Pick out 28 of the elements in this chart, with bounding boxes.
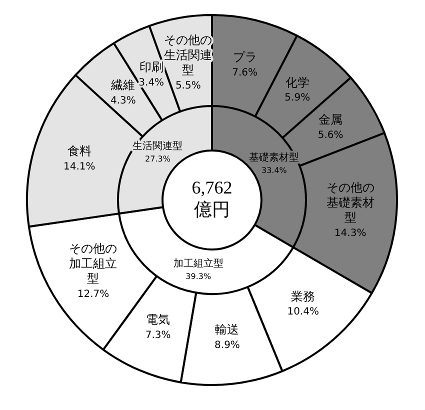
data-label: 39.3% (186, 272, 212, 281)
slice-label: 食料 (67, 144, 92, 158)
data-label: 7.6% (232, 67, 258, 78)
data-label: 14.1% (63, 161, 96, 172)
data-label: 33.4% (261, 166, 288, 175)
slice-label: 電気 (146, 312, 170, 326)
slice-label: 化学 (285, 75, 310, 90)
data-label: 4.3% (110, 95, 136, 106)
data-label: 14.3% (334, 228, 366, 239)
data-label: 3.4% (138, 77, 164, 88)
slice-label: 印刷 (139, 60, 164, 74)
slice-label: 金属 (318, 112, 343, 126)
slice-label: 輸送 (215, 322, 240, 337)
data-label: 27.3% (145, 154, 171, 164)
data-label: 7.3% (145, 330, 171, 341)
data-label: 5.9% (284, 92, 310, 104)
text: 6,762 億円 (192, 178, 232, 220)
slice-label: その他の基礎素材型 (326, 180, 374, 225)
slice-label: プラ (232, 50, 257, 64)
slice-label: その他の加工組立型 (69, 241, 118, 286)
data-label: 12.7% (77, 288, 110, 300)
data-label: 5.6% (318, 130, 344, 141)
data-label: 8.9% (214, 340, 240, 352)
slice-label: 繊維 (110, 78, 136, 92)
slice-label: 加工組立型 (173, 258, 224, 270)
data-label: 5.5% (175, 80, 201, 92)
data-label: 10.4% (287, 306, 319, 318)
slice-label: 業務 (291, 289, 316, 304)
